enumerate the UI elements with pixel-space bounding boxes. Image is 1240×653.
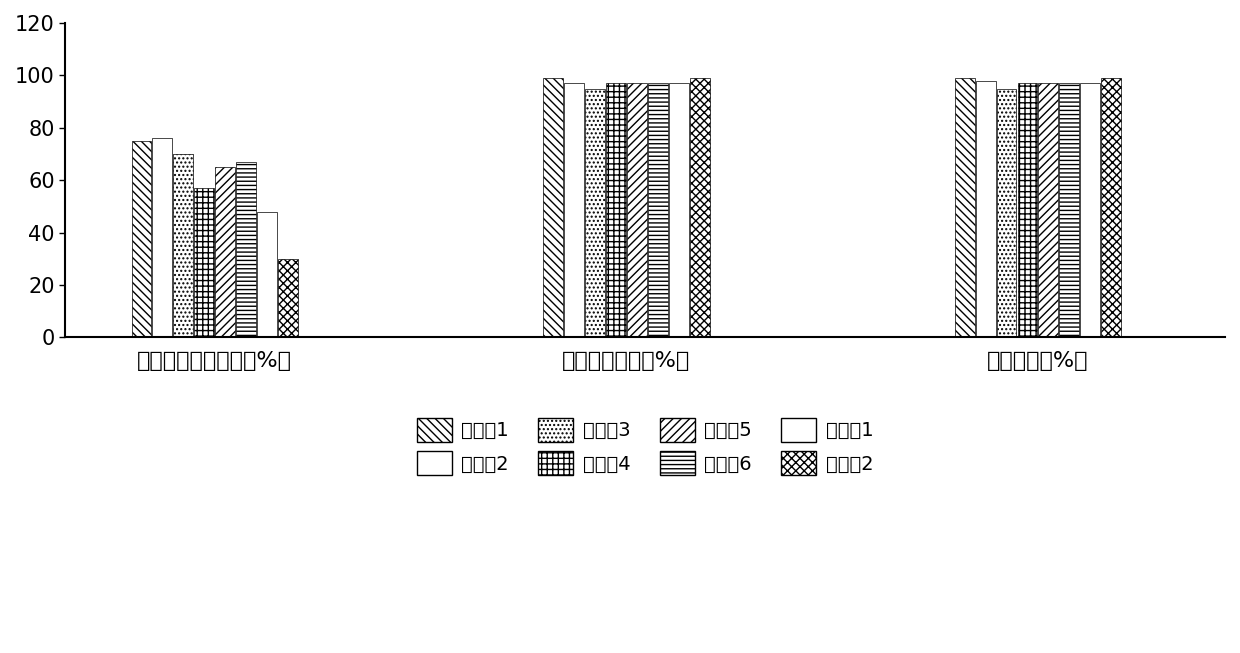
Bar xyxy=(955,78,975,338)
Bar xyxy=(278,259,298,338)
Bar xyxy=(627,84,647,338)
Bar xyxy=(997,89,1017,338)
Bar xyxy=(647,84,668,338)
Bar xyxy=(131,141,151,338)
Bar xyxy=(976,81,996,338)
Bar xyxy=(237,162,257,338)
Bar xyxy=(564,84,584,338)
Legend: 实施例1, 实施例2, 实施例3, 实施例4, 实施例5, 实施例6, 对比例1, 对比例2: 实施例1, 实施例2, 实施例3, 实施例4, 实施例5, 实施例6, 对比例1… xyxy=(409,410,882,483)
Bar xyxy=(174,154,193,338)
Bar xyxy=(1018,84,1038,338)
Bar xyxy=(1080,84,1100,338)
Bar xyxy=(216,167,236,338)
Bar xyxy=(1059,84,1079,338)
Bar xyxy=(689,78,709,338)
Bar xyxy=(257,212,278,338)
Bar xyxy=(668,84,688,338)
Bar xyxy=(153,138,172,338)
Bar xyxy=(543,78,563,338)
Bar xyxy=(1101,78,1121,338)
Bar xyxy=(195,188,215,338)
Bar xyxy=(606,84,626,338)
Bar xyxy=(585,89,605,338)
Bar xyxy=(1038,84,1059,338)
